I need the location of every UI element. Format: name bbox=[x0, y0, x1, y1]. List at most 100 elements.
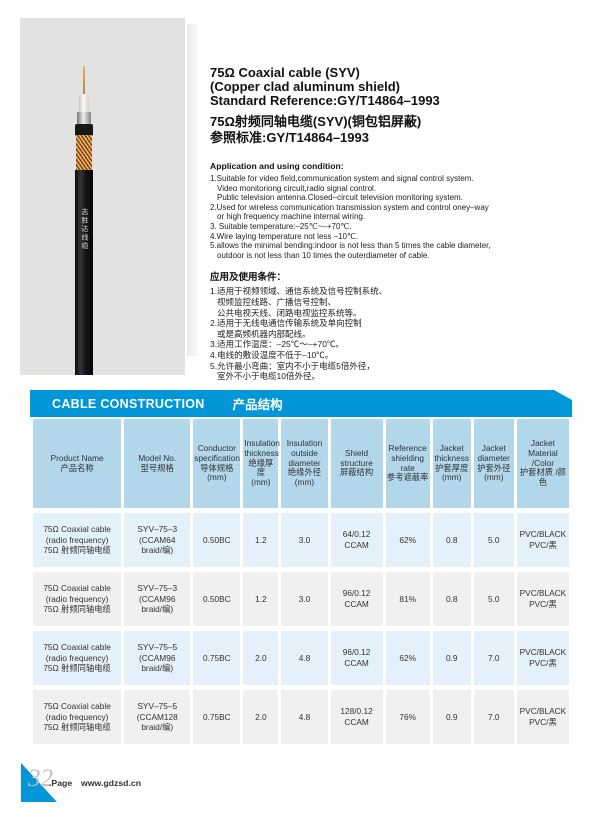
cell-jacket-thickness: 0.8 bbox=[432, 513, 471, 567]
cell-insulation-thickness: 1.2 bbox=[243, 513, 279, 567]
title-en-line1: 75Ω Coaxial cable (SYV) bbox=[210, 65, 360, 80]
table-row: 75Ω Coaxial cable (radio frequency) 75Ω 射频… bbox=[33, 690, 569, 744]
cell-material: PVC/BLACK PVC/黑 bbox=[516, 690, 569, 744]
app-zh-line: 2.适用于无线电通信传输系统及单向控制 bbox=[210, 318, 362, 329]
cell-insulation-od: 4.8 bbox=[281, 631, 328, 685]
app-en-line: Public television antenna.Closed–circuit… bbox=[217, 193, 463, 203]
app-zh-line: 室外不小于电缆10倍外径。 bbox=[217, 371, 320, 382]
cell-model: SYV–75–3 (CCAM64 braid/编) bbox=[124, 513, 191, 567]
table-row: 75Ω Coaxial cable (radio frequency) 75Ω 射频… bbox=[33, 572, 569, 626]
cell-material: PVC/BLACK PVC/黑 bbox=[516, 572, 569, 626]
cable-jacket bbox=[75, 170, 93, 375]
cell-shield: 128/0.12 CCAM bbox=[330, 690, 383, 744]
cell-rate: 81% bbox=[385, 572, 430, 626]
app-zh-line: 3.适用工作温度：–25℃～–+70℃。 bbox=[210, 339, 344, 350]
cell-model: SYV–75–5 (CCAM96 braid/编) bbox=[124, 631, 191, 685]
col-header-shield-structure: Shield structure 屏蔽结构 bbox=[330, 419, 383, 508]
app-en-line: or high frequency machine internal wirin… bbox=[217, 212, 366, 222]
cell-conductor: 0.75BC bbox=[193, 690, 241, 744]
cell-rate: 62% bbox=[385, 631, 430, 685]
cell-rate: 62% bbox=[385, 513, 430, 567]
cell-jacket-od: 7.0 bbox=[473, 690, 514, 744]
title-zh-line1: 75Ω射频同轴电缆(SYV)(铜包铝屏蔽) bbox=[210, 114, 422, 129]
website-url: www.gdzsd.cn bbox=[81, 778, 142, 788]
application-list-en: 1.Suitable for video field,communication… bbox=[210, 174, 592, 260]
cable-construction-table-wrap: Product Name 产品名称 Model No. 型号规格 Conductor… bbox=[30, 414, 572, 749]
table-header-row: Product Name 产品名称 Model No. 型号规格 Conductor… bbox=[33, 419, 569, 508]
cell-conductor: 0.50BC bbox=[193, 572, 241, 626]
cell-insulation-od: 4.8 bbox=[281, 690, 328, 744]
cell-jacket-thickness: 0.9 bbox=[432, 631, 471, 685]
cell-shield: 96/0.12 CCAM bbox=[330, 631, 383, 685]
cable-collar bbox=[75, 124, 93, 136]
title-zh-line2: 参照标准:GY/T14864–1993 bbox=[210, 129, 369, 145]
cell-insulation-od: 3.0 bbox=[281, 572, 328, 626]
col-header-jacket-diameter: Jacket diameter 护套外径 (mm) bbox=[473, 419, 514, 508]
cell-conductor: 0.75BC bbox=[193, 631, 241, 685]
col-header-jacket-material: Jacket Material /Color 护套材质 /颜色 bbox=[516, 419, 569, 508]
cable-center-conductor bbox=[83, 66, 85, 96]
app-en-line: outdoor is not less than 10 times the ou… bbox=[217, 250, 430, 260]
title-en-line3: Standard Reference:GY/T14864–1993 bbox=[210, 93, 440, 108]
product-description: 75Ω Coaxial cable (SYV) (Copper clad alu… bbox=[210, 66, 592, 382]
app-en-line: 1.Suitable for video field,communication… bbox=[210, 174, 474, 183]
photo-edge-shadow bbox=[187, 24, 198, 356]
title-en-line2: (Copper clad aluminum shield) bbox=[210, 79, 400, 94]
cell-product-name: 75Ω Coaxial cable (radio frequency) 75Ω 射频… bbox=[33, 513, 122, 567]
cable-marking-text: 志胜达线缆 bbox=[81, 208, 88, 251]
app-en-line: 5.allows the minimal bending:indoor is n… bbox=[210, 241, 491, 251]
section-header-bar: CABLE CONSTRUCTION 产品结构 bbox=[30, 390, 572, 417]
app-en-line: 4.Wire laying temperature not less –10℃. bbox=[210, 231, 359, 241]
col-header-product-name: Product Name 产品名称 bbox=[33, 419, 122, 508]
section-title-zh: 产品结构 bbox=[232, 398, 283, 412]
cell-jacket-thickness: 0.9 bbox=[432, 690, 471, 744]
cable-foil-shield bbox=[77, 112, 91, 126]
application-heading-en: Application and using condition: bbox=[210, 161, 344, 171]
cell-jacket-thickness: 0.8 bbox=[432, 572, 471, 626]
cell-conductor: 0.50BC bbox=[193, 513, 241, 567]
app-zh-line: 视频监控线路、广播信号控制、 bbox=[217, 296, 337, 307]
product-photo: 志胜达线缆 bbox=[20, 18, 185, 375]
table-row: 75Ω Coaxial cable (radio frequency) 75Ω 射频… bbox=[33, 513, 569, 567]
cell-insulation-thickness: 1.2 bbox=[243, 572, 279, 626]
cell-rate: 76% bbox=[385, 690, 430, 744]
section-title-en: CABLE CONSTRUCTION bbox=[52, 396, 205, 411]
cell-material: PVC/BLACK PVC/黑 bbox=[516, 631, 569, 685]
app-zh-line: 5.允许最小弯曲：室内不小于电缆5倍外径， bbox=[210, 360, 375, 371]
app-zh-line: 公共电视天线、闭路电视监控系统等。 bbox=[217, 307, 362, 318]
cable-construction-table: Product Name 产品名称 Model No. 型号规格 Conductor… bbox=[30, 414, 572, 749]
cell-product-name: 75Ω Coaxial cable (radio frequency) 75Ω 射频… bbox=[33, 631, 122, 685]
cell-product-name: 75Ω Coaxial cable (radio frequency) 75Ω 射频… bbox=[33, 690, 122, 744]
app-zh-line: 4.电线的敷设温度不低于–10℃。 bbox=[210, 349, 334, 360]
cell-jacket-od: 5.0 bbox=[473, 572, 514, 626]
page-number: 32 bbox=[28, 765, 53, 792]
col-header-jacket-thickness: Jacket thickness 护套厚度 (mm) bbox=[432, 419, 471, 508]
cell-shield: 64/0.12 CCAM bbox=[330, 513, 383, 567]
cell-insulation-od: 3.0 bbox=[281, 513, 328, 567]
col-header-model-no: Model No. 型号规格 bbox=[124, 419, 191, 508]
table-row: 75Ω Coaxial cable (radio frequency) 75Ω 射频… bbox=[33, 631, 569, 685]
cell-jacket-od: 5.0 bbox=[473, 513, 514, 567]
application-list-zh: 1.适用于视频领域、通信系统及信号控制系统、 视频监控线路、广播信号控制、 公共… bbox=[210, 286, 592, 381]
cell-insulation-thickness: 2.0 bbox=[243, 690, 279, 744]
cell-insulation-thickness: 2.0 bbox=[243, 631, 279, 685]
application-heading-zh: 应用及使用条件： bbox=[210, 272, 287, 284]
cell-material: PVC/BLACK PVC/黑 bbox=[516, 513, 569, 567]
cell-model: SYV–75–5 (CCAM128 braid/编) bbox=[124, 690, 191, 744]
app-en-line: 3. Suitable temperature:–25℃~–+70℃. bbox=[210, 221, 352, 231]
cable-dielectric-insulation bbox=[79, 94, 89, 114]
page-label: .Page bbox=[49, 778, 73, 788]
cell-model: SYV–75–3 (CCAM96 braid/编) bbox=[124, 572, 191, 626]
cell-product-name: 75Ω Coaxial cable (radio frequency) 75Ω 射频… bbox=[33, 572, 122, 626]
cell-jacket-od: 7.0 bbox=[473, 631, 514, 685]
app-zh-line: 或是高频机器内部配线。 bbox=[217, 328, 311, 339]
col-header-conductor-spec: Conductor specification 导体规格 (mm) bbox=[193, 419, 241, 508]
app-en-line: Video monitoriong circuit,radio signal c… bbox=[217, 183, 377, 193]
col-header-shielding-rate: Reference shielding rate 参考遮蔽率 bbox=[385, 419, 430, 508]
product-title-en: 75Ω Coaxial cable (SYV) (Copper clad alu… bbox=[210, 66, 592, 108]
app-zh-line: 1.适用于视频领域、通信系统及信号控制系统、 bbox=[210, 286, 388, 297]
product-title-zh: 75Ω射频同轴电缆(SYV)(铜包铝屏蔽) 参照标准:GY/T14864–199… bbox=[210, 114, 592, 145]
col-header-insulation-thickness: Insulation thickness 绝缘厚度 (mm) bbox=[243, 419, 280, 508]
cell-shield: 96/0.12 CCAM bbox=[330, 572, 383, 626]
app-en-line: 2.Used for wireless communication transm… bbox=[210, 202, 489, 212]
